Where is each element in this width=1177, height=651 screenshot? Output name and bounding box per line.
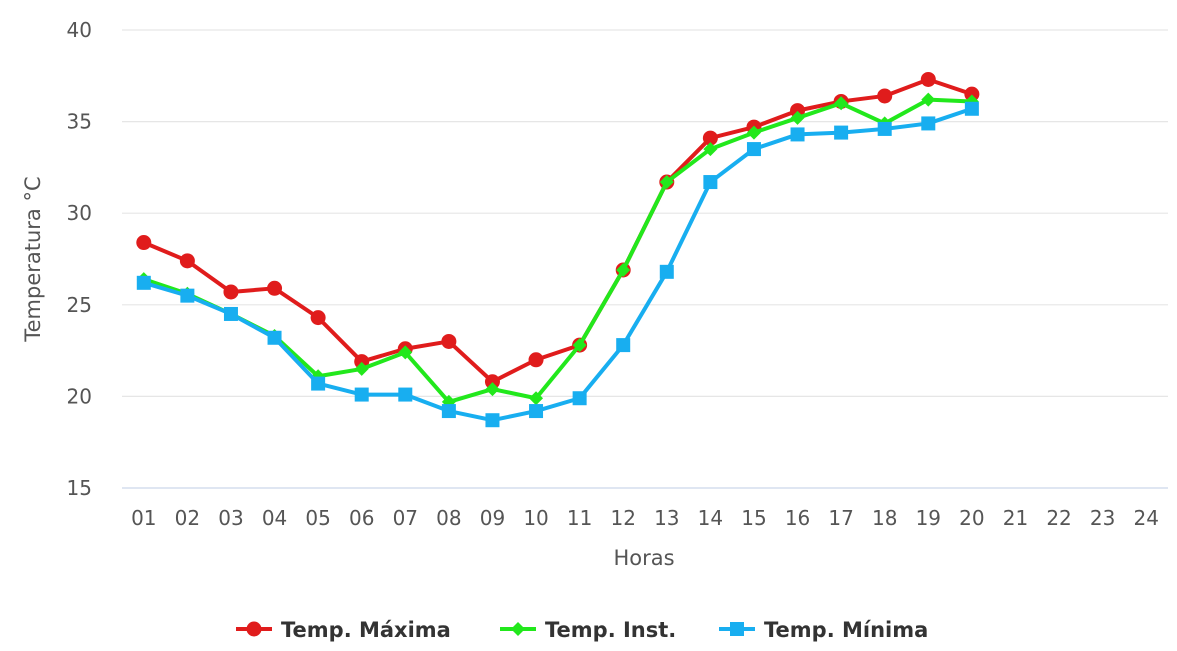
data-point[interactable] bbox=[354, 387, 369, 402]
data-point[interactable] bbox=[921, 116, 936, 131]
legend-item-maxima[interactable]: Temp. Máxima bbox=[236, 618, 451, 642]
data-point[interactable] bbox=[834, 125, 849, 140]
data-point[interactable] bbox=[136, 275, 151, 290]
y-tick-label: 40 bbox=[67, 18, 92, 42]
legend-item-minima[interactable]: Temp. Mínima bbox=[719, 618, 928, 642]
data-point[interactable] bbox=[702, 130, 718, 146]
data-point[interactable] bbox=[223, 306, 238, 321]
x-tick-label: 04 bbox=[262, 506, 287, 530]
legend-marker[interactable] bbox=[511, 622, 525, 636]
legend-label: Temp. Inst. bbox=[545, 618, 676, 642]
series-inst bbox=[136, 92, 979, 409]
x-tick-label: 11 bbox=[567, 506, 592, 530]
data-point[interactable] bbox=[485, 382, 500, 397]
data-point[interactable] bbox=[398, 387, 413, 402]
x-tick-label: 14 bbox=[698, 506, 723, 530]
x-tick-label: 03 bbox=[218, 506, 243, 530]
legend-marker[interactable] bbox=[730, 622, 744, 636]
x-tick-label: 10 bbox=[523, 506, 548, 530]
data-point[interactable] bbox=[616, 338, 631, 353]
x-tick-label: 24 bbox=[1133, 506, 1158, 530]
x-tick-label: 22 bbox=[1046, 506, 1071, 530]
y-tick-label: 20 bbox=[67, 384, 92, 408]
x-tick-label: 01 bbox=[131, 506, 156, 530]
data-point[interactable] bbox=[746, 125, 761, 140]
series-lines bbox=[136, 71, 980, 428]
x-tick-label: 02 bbox=[175, 506, 200, 530]
x-tick-label: 15 bbox=[741, 506, 766, 530]
data-point[interactable] bbox=[398, 345, 413, 360]
x-tick-label: 16 bbox=[785, 506, 810, 530]
data-point[interactable] bbox=[572, 391, 587, 406]
data-point[interactable] bbox=[877, 88, 893, 104]
x-tick-label: 06 bbox=[349, 506, 374, 530]
x-tick-label: 19 bbox=[916, 506, 941, 530]
x-tick-label: 23 bbox=[1090, 506, 1115, 530]
y-axis-ticks: 15 20 25 30 35 40 bbox=[67, 18, 92, 500]
data-point[interactable] bbox=[354, 361, 369, 376]
data-point[interactable] bbox=[834, 96, 849, 111]
data-point[interactable] bbox=[964, 86, 980, 102]
legend-label: Temp. Mínima bbox=[764, 618, 928, 642]
data-point[interactable] bbox=[267, 280, 283, 296]
y-tick-label: 30 bbox=[67, 201, 92, 225]
x-tick-label: 12 bbox=[610, 506, 635, 530]
data-point[interactable] bbox=[616, 262, 631, 277]
data-point[interactable] bbox=[572, 338, 587, 353]
y-tick-label: 25 bbox=[67, 293, 92, 317]
x-tick-label: 20 bbox=[959, 506, 984, 530]
data-point[interactable] bbox=[790, 110, 805, 125]
data-point[interactable] bbox=[441, 404, 456, 419]
data-point[interactable] bbox=[964, 101, 979, 116]
data-point[interactable] bbox=[223, 284, 239, 300]
data-point[interactable] bbox=[703, 142, 718, 157]
data-point[interactable] bbox=[310, 310, 326, 326]
x-axis-ticks: 01 02 03 04 05 06 07 08 09 10 11 12 13 14 15 16 17 18 19 20… bbox=[131, 506, 1159, 530]
gridlines bbox=[122, 29, 1168, 489]
data-point[interactable] bbox=[528, 352, 544, 368]
x-axis-title: Horas bbox=[613, 546, 674, 570]
data-point[interactable] bbox=[703, 175, 718, 190]
data-point[interactable] bbox=[267, 330, 282, 345]
data-point[interactable] bbox=[529, 404, 544, 419]
data-point[interactable] bbox=[746, 142, 761, 157]
y-axis-title: Temperatura °C bbox=[21, 176, 45, 342]
data-point[interactable] bbox=[920, 71, 936, 87]
data-point[interactable] bbox=[484, 374, 500, 390]
x-tick-label: 07 bbox=[393, 506, 418, 530]
data-point[interactable] bbox=[529, 391, 544, 406]
data-point[interactable] bbox=[354, 354, 370, 370]
legend-marker[interactable] bbox=[246, 621, 262, 637]
data-point[interactable] bbox=[659, 175, 674, 190]
legend-item-inst[interactable]: Temp. Inst. bbox=[500, 618, 676, 642]
y-tick-label: 15 bbox=[67, 476, 92, 500]
data-point[interactable] bbox=[136, 235, 152, 251]
series-line bbox=[141, 106, 974, 423]
x-tick-label: 13 bbox=[654, 506, 679, 530]
x-tick-label: 08 bbox=[436, 506, 461, 530]
y-tick-label: 35 bbox=[67, 110, 92, 134]
data-point[interactable] bbox=[441, 333, 457, 349]
x-tick-label: 21 bbox=[1003, 506, 1028, 530]
data-point[interactable] bbox=[877, 121, 892, 136]
data-point[interactable] bbox=[921, 92, 936, 107]
legend-label: Temp. Máxima bbox=[281, 618, 451, 642]
x-tick-label: 18 bbox=[872, 506, 897, 530]
x-tick-label: 17 bbox=[828, 506, 853, 530]
series-minima bbox=[136, 101, 979, 428]
legend[interactable]: Temp. Máxima Temp. Inst. Temp. Mínima bbox=[236, 618, 928, 642]
data-point[interactable] bbox=[179, 253, 195, 269]
data-point[interactable] bbox=[790, 103, 806, 119]
data-point[interactable] bbox=[311, 376, 326, 391]
data-point[interactable] bbox=[790, 127, 805, 142]
data-point[interactable] bbox=[659, 264, 674, 279]
x-tick-label: 05 bbox=[305, 506, 330, 530]
series-maxima bbox=[136, 71, 980, 390]
x-tick-label: 09 bbox=[480, 506, 505, 530]
data-point[interactable] bbox=[485, 413, 500, 428]
series-line bbox=[141, 97, 974, 404]
data-point[interactable] bbox=[180, 288, 195, 303]
